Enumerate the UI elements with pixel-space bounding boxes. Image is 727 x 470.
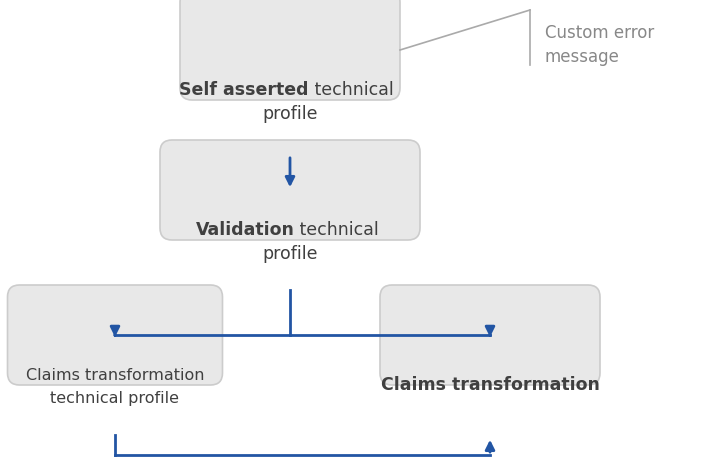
FancyBboxPatch shape xyxy=(7,285,222,385)
Text: Validation: Validation xyxy=(196,221,294,239)
FancyBboxPatch shape xyxy=(380,285,600,385)
FancyBboxPatch shape xyxy=(160,140,420,240)
Text: Claims transformation: Claims transformation xyxy=(380,376,600,394)
Text: Self asserted: Self asserted xyxy=(179,81,309,99)
Text: profile: profile xyxy=(262,245,318,263)
Text: Claims transformation: Claims transformation xyxy=(25,368,204,383)
Text: Custom error
message: Custom error message xyxy=(545,24,654,66)
Text: technical: technical xyxy=(309,81,393,99)
Text: technical: technical xyxy=(294,221,379,239)
FancyBboxPatch shape xyxy=(180,0,400,100)
Text: profile: profile xyxy=(262,105,318,123)
Text: technical profile: technical profile xyxy=(50,392,180,407)
